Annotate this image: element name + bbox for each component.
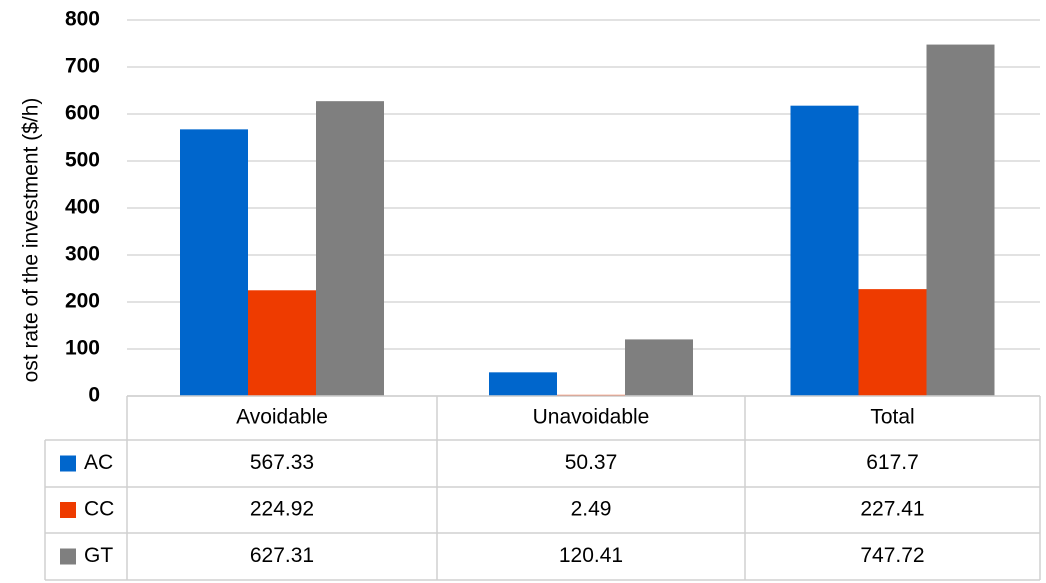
bar [858, 289, 927, 396]
legend-label: CC [84, 498, 114, 521]
bar [489, 372, 557, 396]
legend-label: AC [84, 451, 113, 474]
y-tick-label: 800 [65, 8, 100, 31]
category-label: Total [870, 406, 914, 429]
y-tick-label: 500 [65, 149, 100, 172]
table-cell: 50.37 [565, 451, 618, 474]
y-tick-label: 0 [88, 384, 100, 407]
category-label: Unavoidable [533, 406, 650, 429]
table-cell: 120.41 [559, 544, 623, 567]
bar [180, 129, 248, 396]
bar [316, 101, 384, 396]
category-label: Avoidable [236, 406, 328, 429]
table-cell: 567.33 [250, 451, 314, 474]
table-cell: 224.92 [250, 498, 314, 521]
y-tick-label: 600 [65, 102, 100, 125]
y-tick-label: 200 [65, 290, 100, 313]
y-tick-label: 300 [65, 243, 100, 266]
bar [625, 339, 693, 396]
table-cell: 747.72 [860, 544, 924, 567]
y-tick-label: 400 [65, 196, 100, 219]
legend-label: GT [84, 544, 113, 567]
table-cell: 617.7 [866, 451, 919, 474]
bar [926, 44, 995, 397]
table-cell: 227.41 [860, 498, 924, 521]
table-cell: 627.31 [250, 544, 314, 567]
legend-swatch [60, 455, 76, 472]
table-cell: 2.49 [571, 498, 612, 521]
bar [248, 290, 316, 396]
y-tick-label: 700 [65, 55, 100, 78]
legend-swatch [60, 548, 76, 565]
legend-swatch [60, 502, 76, 518]
bar [790, 105, 859, 396]
y-tick-label: 100 [65, 337, 100, 360]
y-axis-label: ost rate of the investment ($/h) [20, 98, 43, 383]
